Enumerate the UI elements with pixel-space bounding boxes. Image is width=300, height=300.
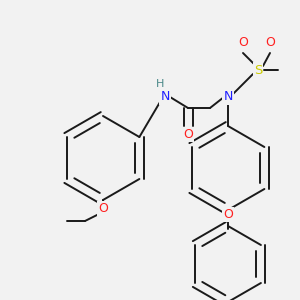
Text: O: O <box>98 202 108 214</box>
Text: N: N <box>160 91 170 103</box>
Text: O: O <box>265 37 275 50</box>
Text: O: O <box>238 37 248 50</box>
Text: O: O <box>223 208 233 220</box>
Text: H: H <box>156 79 164 89</box>
Text: O: O <box>183 128 193 140</box>
Text: S: S <box>254 64 262 76</box>
Text: N: N <box>223 91 233 103</box>
